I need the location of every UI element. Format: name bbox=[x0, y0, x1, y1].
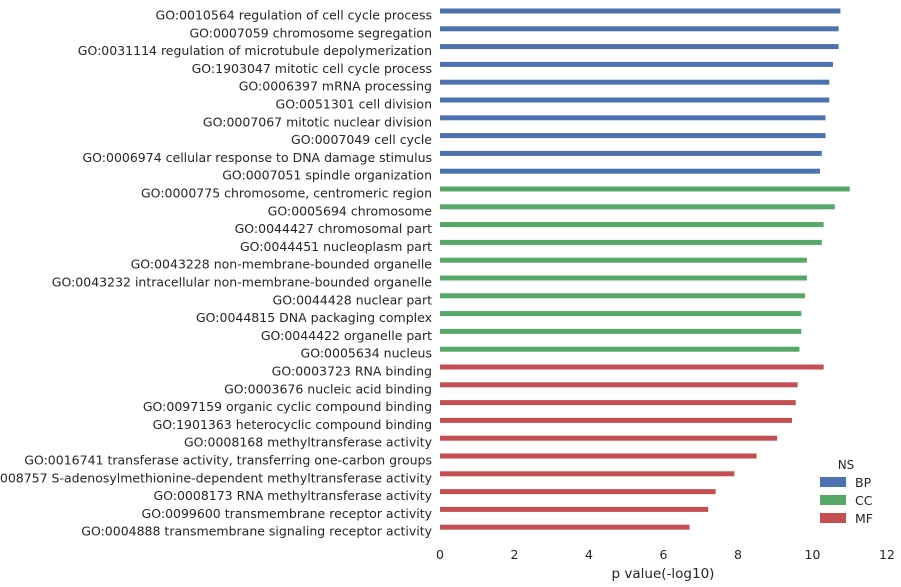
category-label: GO:0007051 spindle organization bbox=[222, 168, 432, 183]
bar bbox=[440, 346, 800, 352]
legend-swatch-bp bbox=[820, 477, 846, 487]
category-label: GO:1901363 heterocyclic compound binding bbox=[153, 417, 432, 432]
category-label: GO:0005694 chromosome bbox=[268, 203, 433, 218]
x-tick-label: 8 bbox=[734, 547, 742, 562]
x-tick-label: 4 bbox=[585, 547, 593, 562]
x-tick-label: 2 bbox=[511, 547, 519, 562]
bar bbox=[440, 453, 757, 459]
bar bbox=[440, 417, 793, 423]
category-label: GO:0007049 cell cycle bbox=[291, 132, 432, 147]
legend-label-bp: BP bbox=[855, 475, 872, 490]
category-label: GO:0043228 non-membrane-bounded organell… bbox=[131, 257, 433, 272]
category-label: GO:0044451 nucleoplasm part bbox=[240, 239, 432, 254]
bar bbox=[440, 328, 802, 334]
bar bbox=[440, 382, 798, 388]
x-tick-label: 0 bbox=[436, 547, 444, 562]
category-label: GO:0008168 methyltransferase activity bbox=[184, 435, 433, 450]
category-labels: GO:0010564 regulation of cell cycle proc… bbox=[0, 8, 433, 539]
bar bbox=[440, 275, 807, 281]
category-label: GO:0006397 mRNA processing bbox=[239, 79, 432, 94]
bar bbox=[440, 133, 826, 139]
bar bbox=[440, 239, 822, 245]
bar bbox=[440, 168, 820, 174]
x-tick-labels: 0 2 4 6 8 10 12 bbox=[436, 547, 895, 562]
category-label: GO:0005634 nucleus bbox=[301, 346, 432, 361]
legend-swatch-cc bbox=[820, 495, 846, 505]
legend-label-mf: MF bbox=[855, 511, 873, 526]
x-tick-label: 6 bbox=[660, 547, 668, 562]
category-label: GO:0006974 cellular response to DNA dama… bbox=[82, 150, 432, 165]
bar bbox=[440, 79, 830, 85]
bar bbox=[440, 257, 807, 263]
bar bbox=[440, 222, 824, 228]
bar bbox=[440, 115, 826, 121]
bar bbox=[440, 506, 709, 512]
legend-swatch-mf bbox=[820, 513, 846, 523]
bar bbox=[440, 61, 833, 67]
category-label: GO:0008757 S-adenosylmethionine-dependen… bbox=[0, 470, 433, 485]
category-label: GO:0097159 organic cyclic compound bindi… bbox=[143, 399, 432, 414]
category-label: GO:0007059 chromosome segregation bbox=[189, 25, 432, 40]
bar bbox=[440, 311, 802, 317]
x-tick-label: 10 bbox=[805, 547, 821, 562]
category-label: GO:0003676 nucleic acid binding bbox=[224, 381, 432, 396]
category-label: GO:0010564 regulation of cell cycle proc… bbox=[156, 8, 432, 23]
bar bbox=[440, 435, 778, 441]
bar bbox=[440, 150, 822, 156]
category-label: GO:0004888 transmembrane signaling recep… bbox=[81, 524, 432, 539]
category-label: GO:0099600 transmembrane receptor activi… bbox=[142, 506, 433, 521]
bar bbox=[440, 97, 830, 103]
legend[interactable]: NS BP CC MF bbox=[820, 458, 873, 526]
category-label: GO:0031114 regulation of microtubule dep… bbox=[78, 43, 432, 58]
bar bbox=[440, 364, 824, 370]
category-label: GO:1903047 mitotic cell cycle process bbox=[192, 61, 432, 76]
bar bbox=[440, 204, 835, 210]
bars-group bbox=[440, 8, 850, 530]
category-label: GO:0051301 cell division bbox=[276, 97, 432, 112]
category-label: GO:0016741 transferase activity, transfe… bbox=[24, 453, 432, 468]
category-label: GO:0003723 RNA binding bbox=[272, 364, 432, 379]
category-label: GO:0044422 organelle part bbox=[261, 328, 432, 343]
bar bbox=[440, 186, 850, 192]
bar bbox=[440, 489, 716, 495]
bar bbox=[440, 400, 796, 406]
category-label: GO:0000775 chromosome, centromeric regio… bbox=[141, 186, 432, 201]
x-axis-label: p value(-log10) bbox=[612, 566, 715, 582]
x-tick-label: 12 bbox=[879, 547, 895, 562]
bar bbox=[440, 8, 841, 14]
category-label: GO:0007067 mitotic nuclear division bbox=[203, 114, 432, 129]
bar bbox=[440, 471, 735, 477]
category-label: GO:0044428 nuclear part bbox=[273, 292, 433, 307]
category-label: GO:0043232 intracellular non-membrane-bo… bbox=[52, 275, 433, 290]
bar bbox=[440, 44, 839, 50]
category-label: GO:0044427 chromosomal part bbox=[235, 221, 432, 236]
legend-label-cc: CC bbox=[855, 493, 873, 508]
category-label: GO:0044815 DNA packaging complex bbox=[196, 310, 432, 325]
bar bbox=[440, 524, 690, 530]
category-label: GO:0008173 RNA methyltransferase activit… bbox=[153, 488, 432, 503]
bar bbox=[440, 26, 839, 32]
bar bbox=[440, 293, 806, 299]
legend-title: NS bbox=[838, 458, 855, 472]
